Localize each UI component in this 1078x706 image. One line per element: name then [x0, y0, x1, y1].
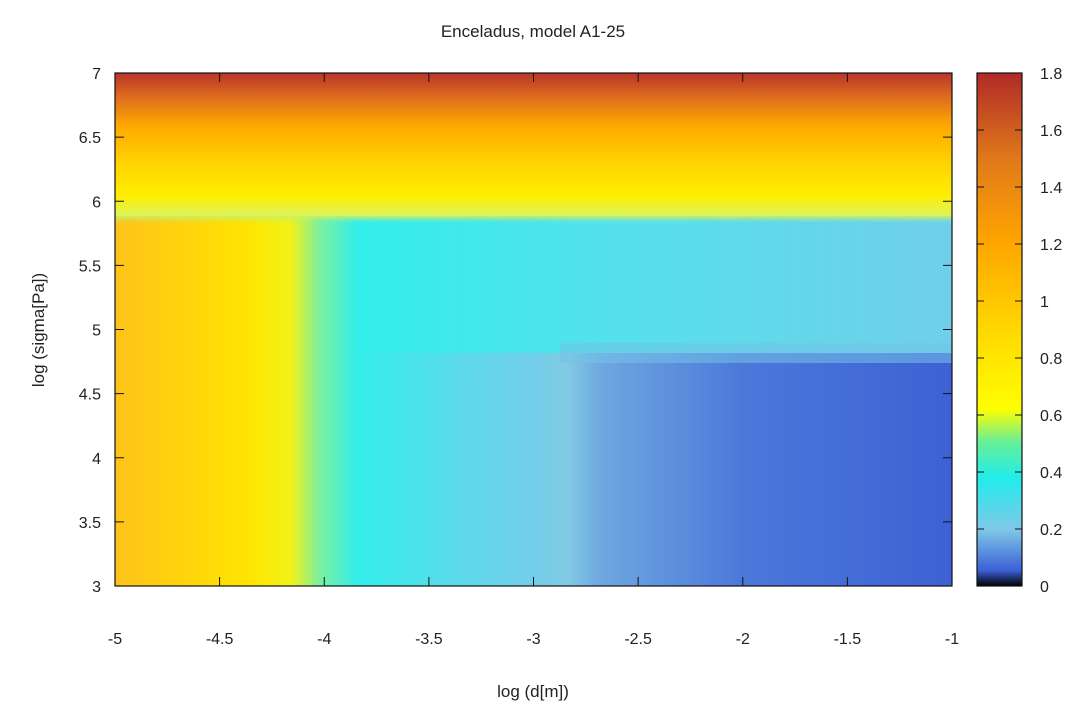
heatmap-bottom-region — [115, 343, 952, 586]
x-tick-label: -4 — [317, 631, 331, 648]
heatmap-blue-corner — [560, 343, 952, 363]
x-tick-label: -3.5 — [415, 631, 443, 648]
x-tick-label: -1 — [945, 631, 959, 648]
x-tick-label: -4.5 — [206, 631, 234, 648]
x-tick-label: -5 — [108, 631, 122, 648]
colorbar-tick-label: 1 — [1040, 294, 1049, 311]
y-axis-ticks: 3 3.5 4 4.5 5 5.5 6 6.5 7 — [79, 66, 952, 596]
x-tick-label: -3 — [526, 631, 540, 648]
colorbar-tick-label: 0.8 — [1040, 351, 1062, 368]
colorbar — [977, 73, 1022, 586]
heatmap-area — [115, 73, 952, 586]
colorbar-tick-label: 0.4 — [1040, 465, 1062, 482]
y-tick-label: 4.5 — [79, 387, 101, 404]
x-tick-label: -2 — [736, 631, 750, 648]
x-axis-label: log (d[m]) — [497, 682, 569, 701]
y-axis-label: log (sigma[Pa]) — [29, 273, 48, 387]
y-tick-label: 7 — [92, 66, 101, 83]
heatmap-top-band — [115, 73, 952, 223]
colorbar-ticks: 0 0.2 0.4 0.6 0.8 1 1.2 1.4 1.6 1.8 — [977, 66, 1062, 596]
x-tick-label: -2.5 — [624, 631, 652, 648]
x-tick-label: -1.5 — [834, 631, 862, 648]
colorbar-frame — [976, 72, 1023, 587]
colorbar-tick-label: 0 — [1040, 579, 1049, 596]
x-axis-ticks: -5 -4.5 -4 -3.5 -3 -2.5 -2 -1.5 -1 — [108, 73, 959, 648]
y-tick-label: 4 — [92, 451, 101, 468]
colorbar-tick-label: 1.2 — [1040, 237, 1062, 254]
y-tick-label: 6.5 — [79, 130, 101, 147]
y-tick-label: 3.5 — [79, 515, 101, 532]
y-tick-label: 6 — [92, 194, 101, 211]
y-tick-label: 5 — [92, 323, 101, 340]
y-tick-label: 3 — [92, 579, 101, 596]
colorbar-tick-label: 1.4 — [1040, 180, 1062, 197]
chart-title: Enceladus, model A1-25 — [441, 22, 625, 41]
colorbar-tick-label: 0.2 — [1040, 522, 1062, 539]
colorbar-tick-label: 1.8 — [1040, 66, 1062, 83]
colorbar-tick-label: 0.6 — [1040, 408, 1062, 425]
colorbar-tick-label: 1.6 — [1040, 123, 1062, 140]
heatmap-middle-region — [115, 216, 952, 353]
y-tick-label: 5.5 — [79, 258, 101, 275]
